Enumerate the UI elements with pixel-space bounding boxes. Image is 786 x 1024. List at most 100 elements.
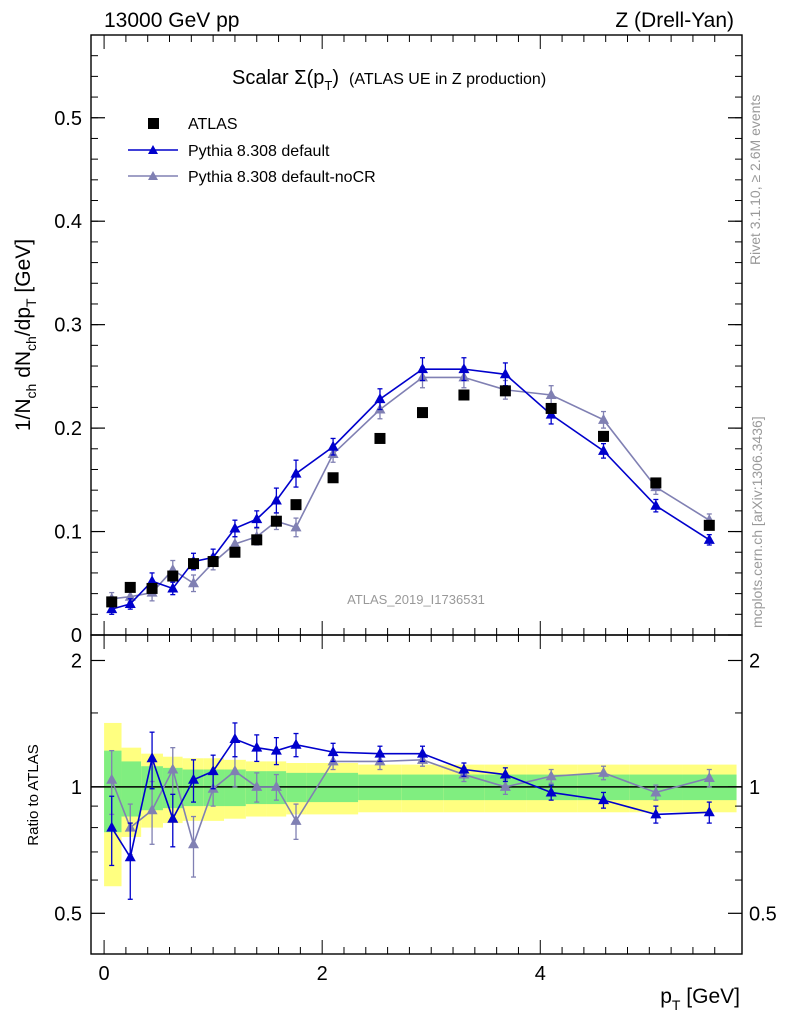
ratio-point-default xyxy=(207,765,219,776)
legend-nocr-marker xyxy=(148,171,158,180)
ratio-y-axis-label: Ratio to ATLAS xyxy=(25,744,42,845)
main-y-tick-label: 0 xyxy=(71,625,82,647)
ratio-point-default xyxy=(188,773,200,784)
point-atlas xyxy=(650,477,662,489)
main-y-tick-labels: 0 0.1 0.2 0.3 0.4 0.5 xyxy=(54,108,82,647)
header-left: 13000 GeV pp xyxy=(104,9,239,32)
ratio-ticks xyxy=(91,635,742,955)
point-atlas xyxy=(229,546,241,558)
point-default xyxy=(703,533,715,544)
point-atlas xyxy=(167,570,179,582)
main-y-tick-label: 0.3 xyxy=(54,315,82,337)
ratio-point-nocr xyxy=(229,765,241,776)
point-atlas xyxy=(251,534,263,546)
point-default xyxy=(146,575,158,586)
legend-atlas-marker xyxy=(148,118,159,129)
point-nocr xyxy=(124,590,136,601)
ratio-y-tick-label: 1 xyxy=(71,777,82,799)
ratio-bands xyxy=(91,722,742,887)
point-atlas xyxy=(374,432,386,444)
ratio-point-default xyxy=(327,746,339,757)
ratio-y-tick-label-right: 2 xyxy=(749,650,760,672)
point-nocr xyxy=(545,389,557,399)
header-right: Z (Drell-Yan) xyxy=(615,9,734,32)
point-atlas xyxy=(703,519,715,531)
legend-default-label: Pythia 8.308 default xyxy=(188,143,330,160)
ratio-point-nocr xyxy=(545,770,557,781)
ratio-point-default xyxy=(650,808,662,819)
main-marks xyxy=(106,357,715,615)
ratio-point-nocr xyxy=(106,773,118,784)
ratio-y-tick-label: 0.5 xyxy=(54,903,82,925)
chart-title-sub: T xyxy=(324,78,332,93)
main-y-tick-label: 0.5 xyxy=(54,108,82,130)
ratio-y-tick-label: 2 xyxy=(71,650,82,672)
point-atlas xyxy=(270,515,282,527)
ratio-point-nocr xyxy=(650,786,662,797)
main-y-axis-label: 1/Nch dNch/dpT [GeV] xyxy=(12,239,39,431)
ratio-point-default xyxy=(229,733,241,744)
ratio-point-nocr xyxy=(167,763,179,774)
ratio-point-default xyxy=(167,812,179,823)
ratio-point-default xyxy=(458,763,470,774)
chart-title-main: Scalar Σ(p xyxy=(232,67,324,89)
point-default xyxy=(290,467,302,478)
point-nocr xyxy=(290,521,302,532)
ratio-point-default xyxy=(270,744,282,755)
legend-default-marker xyxy=(148,145,158,154)
chart-title: Scalar Σ(pT) (ATLAS UE in Z production) xyxy=(232,67,546,93)
watermark: ATLAS_2019_I1736531 xyxy=(347,592,485,607)
ratio-frame xyxy=(90,634,743,955)
ratio-band-inner xyxy=(224,769,246,807)
point-atlas xyxy=(458,389,470,401)
ratio-point-nocr xyxy=(290,814,302,825)
x-tick-labels: 0 2 4 xyxy=(99,963,546,985)
ratio-point-nocr xyxy=(270,780,282,791)
series-line-nocr xyxy=(111,376,710,600)
legend-atlas-label: ATLAS xyxy=(188,116,238,133)
point-default xyxy=(374,393,386,404)
main-y-tick-label: 0.1 xyxy=(54,522,82,544)
ratio-point-default xyxy=(499,768,511,779)
ratio-point-default xyxy=(290,738,302,749)
point-default xyxy=(106,603,118,614)
ratio-point-default xyxy=(703,806,715,817)
ratio-point-nocr xyxy=(146,804,158,815)
legend-nocr-label: Pythia 8.308 default-noCR xyxy=(188,169,376,186)
legend: ATLAS Pythia 8.308 default Pythia 8.308 … xyxy=(128,116,376,186)
point-atlas xyxy=(207,556,219,568)
point-atlas xyxy=(188,558,200,570)
point-atlas xyxy=(416,407,428,419)
point-nocr xyxy=(188,577,200,588)
main-y-tick-label: 0.4 xyxy=(54,211,82,233)
ratio-point-nocr xyxy=(251,780,263,791)
ratio-point-default xyxy=(598,794,610,805)
point-default xyxy=(270,494,282,505)
ratio-band-inner xyxy=(104,750,122,833)
point-atlas xyxy=(598,430,610,442)
series-line-default xyxy=(111,368,710,610)
point-atlas xyxy=(146,582,158,594)
x-tick-label: 0 xyxy=(99,963,110,985)
mcplots-label: mcplots.cern.ch [arXiv:1306.3436] xyxy=(749,416,765,628)
point-default xyxy=(327,440,339,451)
point-atlas xyxy=(327,472,339,484)
point-default xyxy=(416,363,428,374)
x-tick-label: 2 xyxy=(317,963,328,985)
rivet-label: Rivet 3.1.10, ≥ 2.6M events xyxy=(747,95,763,265)
ratio-y-tick-label-right: 1 xyxy=(749,777,760,799)
ratio-point-nocr xyxy=(598,766,610,777)
point-default xyxy=(499,368,511,379)
ratio-point-default xyxy=(374,747,386,758)
point-default xyxy=(251,513,263,524)
main-panel: 0 0.1 0.2 0.3 0.4 0.5 Scalar Σ(pT) (ATLAS UE i… xyxy=(54,34,743,647)
ratio-point-default xyxy=(545,786,557,797)
point-default xyxy=(650,499,662,510)
ratio-y-tick-labels: 0.5 0.5 1 1 2 2 xyxy=(54,650,777,925)
point-atlas xyxy=(106,596,118,608)
point-atlas xyxy=(124,581,136,593)
chart-title-close: ) xyxy=(332,67,339,89)
point-default xyxy=(598,444,610,455)
ratio-point-default xyxy=(106,821,118,832)
